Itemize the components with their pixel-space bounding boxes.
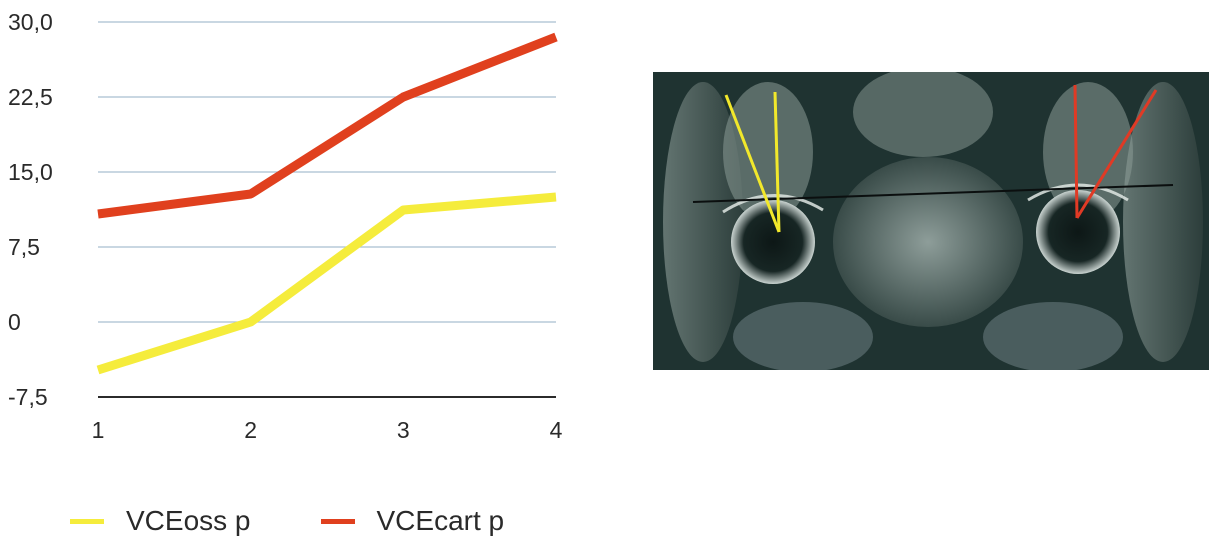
red-marker-vert — [1073, 84, 1079, 219]
y-tick-label: 7,5 — [8, 234, 40, 260]
y-tick-label: 30,0 — [8, 9, 53, 35]
grid-lines — [98, 21, 556, 323]
legend-item-vcecart: VCEcart p — [320, 505, 505, 537]
pelvic-center — [833, 157, 1023, 327]
upper-center — [853, 72, 993, 157]
series-line-vcecart — [97, 32, 558, 219]
x-tick-label: 1 — [92, 417, 105, 443]
y-tick-label: 0 — [8, 309, 21, 335]
legend-swatch-vcecart — [320, 518, 355, 524]
left-rim — [722, 194, 824, 214]
chart-legend: VCEoss p VCEcart p — [70, 505, 504, 537]
right-femoral-head — [1036, 190, 1120, 274]
x-tick-labels: 1 2 3 4 — [92, 417, 563, 443]
x-tick-label: 4 — [550, 417, 563, 443]
legend-swatch-vceoss — [70, 518, 104, 524]
right-lower-tissue — [983, 302, 1123, 370]
series-lines — [96, 32, 558, 375]
right-soft-tissue — [1123, 82, 1203, 362]
interhead-line — [692, 184, 1174, 203]
left-femoral-head — [731, 200, 815, 284]
red-marker-diag — [1075, 89, 1158, 219]
legend-label-vcecart: VCEcart p — [376, 505, 505, 536]
y-tick-label: 22,5 — [8, 84, 53, 110]
left-lower-tissue — [733, 302, 873, 370]
yellow-marker-diag — [724, 94, 781, 233]
series-line-vceoss — [96, 192, 557, 375]
legend-label-vceoss: VCEoss p — [126, 505, 251, 536]
legend-item-vceoss: VCEoss p — [70, 505, 251, 537]
y-tick-label: -7,5 — [8, 384, 48, 410]
y-tick-label: 15,0 — [8, 159, 53, 185]
mri-pelvis-photo — [653, 72, 1209, 370]
x-tick-label: 2 — [244, 417, 257, 443]
left-iliac — [723, 82, 813, 222]
x-tick-label: 3 — [397, 417, 410, 443]
y-tick-labels: 30,0 22,5 15,0 7,5 0 -7,5 — [8, 9, 53, 410]
yellow-marker-vert — [773, 91, 781, 233]
line-chart: 30,0 22,5 15,0 7,5 0 -7,5 1 2 3 4 — [8, 9, 563, 443]
